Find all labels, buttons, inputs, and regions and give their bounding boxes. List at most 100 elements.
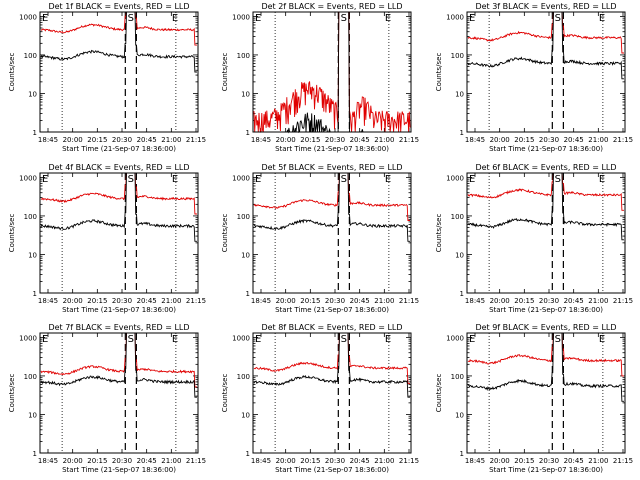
marker-center: S: [341, 174, 347, 185]
x-tick-label: 20:30: [325, 297, 345, 305]
marker-right: E: [599, 13, 605, 24]
series-events: [253, 332, 410, 398]
marker-right: E: [385, 334, 391, 345]
marker-center: S: [128, 13, 134, 24]
panel-det-7: Det 7f BLACK = Events, RED = LLD 1 10 100 10…: [8, 323, 206, 474]
x-tick-label: 20:00: [490, 297, 510, 305]
x-tick-label: 20:00: [276, 457, 296, 465]
series-events: [254, 11, 410, 134]
x-tick-label: 20:30: [112, 457, 132, 465]
series-events: [40, 332, 197, 398]
x-tick-label: 21:15: [613, 457, 633, 465]
x-tick-label: 20:15: [514, 297, 534, 305]
y-tick-label: 100: [24, 213, 37, 221]
x-tick-label: 18:45: [251, 457, 271, 465]
x-tick-label: 21:00: [374, 457, 394, 465]
plot-frame: [466, 332, 626, 454]
x-tick-label: 20:15: [300, 457, 320, 465]
panel-title: Det 2f BLACK = Events, RED = LLD: [261, 2, 402, 11]
x-tick-label: 18:45: [38, 297, 58, 305]
plot-frame: [39, 172, 199, 294]
marker-center: S: [555, 334, 561, 345]
panel-title: Det 8f BLACK = Events, RED = LLD: [261, 323, 402, 332]
x-tick-label: 20:30: [112, 136, 132, 144]
x-tick-label: 18:45: [38, 457, 58, 465]
x-axis-label: Start Time (21-Sep-07 18:36:00): [62, 466, 176, 474]
x-tick-label: 20:45: [564, 297, 584, 305]
plot-frame: [39, 332, 199, 454]
x-tick-label: 20:30: [325, 136, 345, 144]
x-tick-label: 20:15: [514, 457, 534, 465]
y-tick-label: 1000: [19, 174, 37, 182]
marker-center: S: [555, 13, 561, 24]
x-tick-label: 18:45: [251, 297, 271, 305]
plot-frame: [466, 172, 626, 294]
x-tick-label: 21:00: [161, 136, 181, 144]
series-lld: [40, 332, 197, 388]
x-tick-label: 18:45: [38, 136, 58, 144]
x-tick-label: 21:00: [588, 136, 608, 144]
y-tick-label: 100: [451, 373, 464, 381]
x-tick-label: 18:45: [465, 297, 485, 305]
x-tick-label: 21:00: [161, 297, 181, 305]
x-axis-label: Start Time (21-Sep-07 18:36:00): [275, 306, 389, 314]
marker-left: E: [469, 174, 475, 185]
x-axis-label: Start Time (21-Sep-07 18:36:00): [62, 306, 176, 314]
y-tick-label: 10: [28, 251, 37, 259]
marker-right: E: [599, 174, 605, 185]
y-tick-label: 10: [241, 251, 250, 259]
y-tick-label: 10: [28, 90, 37, 98]
y-tick-label: 1: [460, 450, 464, 458]
x-tick-label: 20:15: [87, 136, 107, 144]
plot-frame: [252, 332, 412, 454]
series-lld: [40, 172, 197, 215]
y-tick-label: 1000: [232, 334, 250, 342]
series-events: [40, 11, 197, 73]
y-tick-label: 100: [237, 213, 250, 221]
y-axis-label: Counts/sec: [8, 53, 16, 92]
marker-left: E: [42, 13, 48, 24]
marker-right: E: [599, 334, 605, 345]
y-tick-label: 100: [24, 52, 37, 60]
y-tick-label: 1000: [446, 13, 464, 21]
x-tick-label: 20:15: [87, 457, 107, 465]
y-axis-label: Counts/sec: [221, 374, 229, 413]
x-axis-label: Start Time (21-Sep-07 18:36:00): [62, 145, 176, 153]
x-axis-label: Start Time (21-Sep-07 18:36:00): [275, 145, 389, 153]
y-tick-label: 1000: [19, 13, 37, 21]
y-tick-label: 10: [241, 411, 250, 419]
y-tick-label: 100: [451, 52, 464, 60]
panel-det-8: Det 8f BLACK = Events, RED = LLD 1 10 100 10…: [221, 323, 419, 474]
x-tick-label: 20:00: [63, 136, 83, 144]
y-tick-label: 1000: [232, 13, 250, 21]
panel-det-6: Det 6f BLACK = Events, RED = LLD 1 10 100 10…: [435, 163, 633, 314]
marker-right: E: [385, 174, 391, 185]
x-tick-label: 20:00: [490, 136, 510, 144]
x-tick-label: 20:45: [564, 136, 584, 144]
panel-det-5: Det 5f BLACK = Events, RED = LLD 1 10 100 10…: [221, 163, 419, 314]
marker-right: E: [172, 334, 178, 345]
series-lld: [253, 11, 411, 133]
x-tick-label: 20:15: [300, 136, 320, 144]
marker-right: E: [172, 13, 178, 24]
x-tick-label: 20:30: [539, 457, 559, 465]
panel-det-3: Det 3f BLACK = Events, RED = LLD 1 10 100 10…: [435, 2, 633, 153]
marker-left: E: [42, 334, 48, 345]
series-lld: [253, 172, 410, 221]
x-tick-label: 20:45: [137, 297, 157, 305]
x-tick-label: 21:00: [374, 136, 394, 144]
x-axis-label: Start Time (21-Sep-07 18:36:00): [489, 145, 603, 153]
plot-frame: [39, 11, 199, 133]
y-tick-label: 1: [460, 129, 464, 137]
x-tick-label: 20:45: [564, 457, 584, 465]
marker-center: S: [341, 13, 347, 24]
y-tick-label: 100: [237, 52, 250, 60]
y-axis-label: Counts/sec: [435, 214, 443, 253]
x-tick-label: 21:00: [588, 457, 608, 465]
y-tick-label: 1: [460, 290, 464, 298]
marker-left: E: [255, 334, 261, 345]
y-tick-label: 1: [33, 129, 37, 137]
x-tick-label: 21:00: [374, 297, 394, 305]
x-tick-label: 20:30: [539, 136, 559, 144]
